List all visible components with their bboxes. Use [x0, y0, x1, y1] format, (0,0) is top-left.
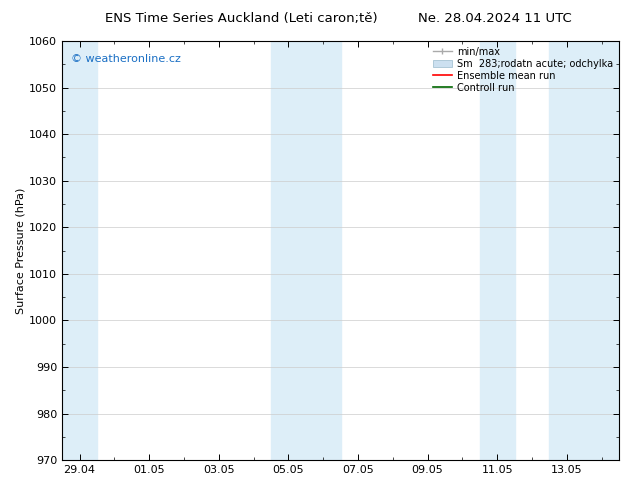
Text: © weatheronline.cz: © weatheronline.cz	[70, 53, 181, 64]
Bar	[480, 41, 515, 460]
Y-axis label: Surface Pressure (hPa): Surface Pressure (hPa)	[15, 187, 25, 314]
Text: ENS Time Series Auckland (Leti caron;tě): ENS Time Series Auckland (Leti caron;tě)	[105, 12, 377, 25]
Text: Ne. 28.04.2024 11 UTC: Ne. 28.04.2024 11 UTC	[418, 12, 571, 25]
Bar	[271, 41, 340, 460]
Bar	[550, 41, 619, 460]
Legend: min/max, Sm  283;rodatn acute; odchylka, Ensemble mean run, Controll run: min/max, Sm 283;rodatn acute; odchylka, …	[429, 43, 617, 97]
Bar	[62, 41, 97, 460]
